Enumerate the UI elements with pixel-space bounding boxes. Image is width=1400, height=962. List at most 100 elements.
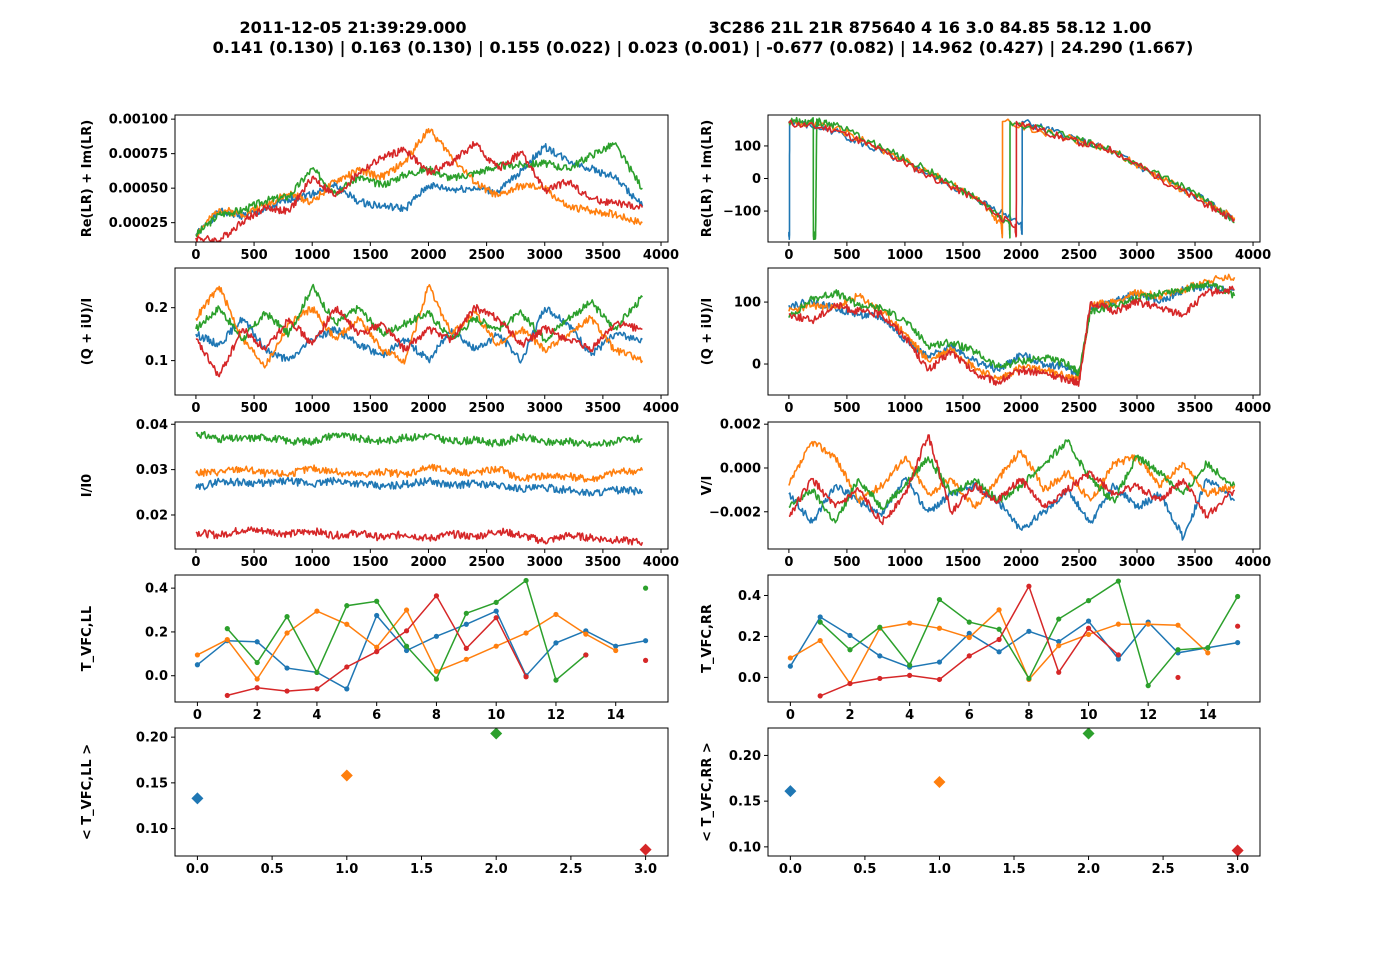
header-stats-line: 0.141 (0.130) | 0.163 (0.130) | 0.155 (0… (213, 38, 1194, 58)
y-axis-label: Re(LR) + Im(LR) (700, 120, 715, 238)
series-line (788, 280, 1236, 377)
x-tick-label: 500 (240, 555, 267, 570)
x-tick-label: 1000 (294, 248, 330, 263)
data-point (194, 662, 201, 668)
data-point (284, 630, 290, 636)
data-point (817, 693, 823, 699)
data-point (642, 638, 649, 644)
data-point (1115, 578, 1121, 584)
series-line (788, 119, 1236, 238)
data-point (1235, 623, 1241, 629)
x-tick-label: 8 (1024, 708, 1033, 723)
data-point (817, 619, 823, 625)
data-point (907, 620, 913, 626)
y-tick-label: 0.00100 (109, 113, 168, 128)
y-tick-label: 100 (734, 139, 761, 154)
x-tick-label: 2500 (469, 248, 505, 263)
data-point (1085, 618, 1092, 624)
x-tick-label: 6 (965, 708, 974, 723)
panel-re-im-ll: 0 500 1000 1500 2000 2500 3000 3500 4000 0.00025 0… (80, 113, 679, 263)
data-point (583, 631, 589, 637)
y-tick-label: 0.4 (738, 589, 761, 604)
data-point (403, 643, 410, 649)
y-tick-label: 0.04 (136, 418, 168, 433)
x-tick-label: 1500 (352, 555, 388, 570)
x-tick-label: 4000 (643, 555, 679, 570)
data-point (966, 619, 972, 625)
data-point (374, 644, 380, 650)
y-tick-label: 0.00075 (109, 147, 168, 162)
x-tick-label: 1.5 (410, 862, 433, 877)
x-tick-label: 0.0 (779, 862, 802, 877)
y-tick-label: 0.10 (136, 822, 168, 837)
x-tick-label: 2000 (410, 401, 446, 416)
y-tick-label: 0.15 (136, 776, 168, 791)
diamond-marker (1082, 728, 1095, 740)
series-line (195, 304, 643, 378)
y-tick-label: 0.03 (136, 463, 168, 478)
axes-frame (767, 267, 1261, 396)
y-tick-label: 0.002 (720, 418, 761, 433)
y-tick-label: 0.000 (720, 461, 761, 476)
axes-frame (174, 114, 669, 243)
data-point (966, 653, 972, 659)
y-axis-label: (Q + iU)/I (80, 298, 95, 365)
y-axis-label: T_VFC,LL (80, 606, 95, 671)
x-tick-label: 1.5 (1002, 862, 1025, 877)
data-point (936, 625, 943, 631)
series-line (195, 463, 644, 483)
x-tick-label: 3000 (527, 555, 563, 570)
y-axis-label: V/I (700, 476, 715, 496)
x-tick-label: 2000 (1003, 555, 1039, 570)
data-point (966, 630, 972, 636)
axes-frame (174, 727, 669, 857)
data-point (1235, 593, 1241, 600)
data-point (613, 643, 619, 649)
series-line (788, 439, 1236, 524)
x-tick-label: 2500 (469, 401, 505, 416)
diamond-marker (639, 843, 652, 856)
x-tick-label: 4000 (1235, 555, 1271, 570)
x-tick-label: 1000 (887, 555, 923, 570)
data-point (847, 647, 853, 653)
data-point (403, 628, 410, 634)
data-point (463, 621, 469, 627)
data-point (254, 685, 260, 691)
y-tick-label: 100 (734, 296, 761, 311)
series-line (195, 430, 643, 449)
data-point (1145, 683, 1151, 689)
data-point (1026, 628, 1032, 634)
x-tick-label: 6 (372, 708, 381, 723)
data-point (433, 633, 440, 639)
data-point (1115, 652, 1121, 658)
panel-v-over-i: 0 500 1000 1500 2000 2500 3000 3500 4000 −0.002 0.… (700, 418, 1271, 570)
y-tick-label: 0.10 (729, 840, 761, 855)
data-point (1056, 643, 1062, 649)
x-tick-label: 2500 (469, 555, 505, 570)
x-tick-label: 1000 (294, 401, 330, 416)
data-point (254, 659, 260, 666)
data-point (254, 676, 260, 682)
x-tick-label: 1500 (945, 401, 981, 416)
data-point (284, 665, 290, 671)
data-point (224, 692, 230, 699)
x-tick-label: 3.0 (1226, 862, 1249, 877)
data-point (344, 603, 350, 609)
x-tick-label: 3500 (585, 401, 621, 416)
diamond-marker (1231, 844, 1244, 856)
diamond-marker (490, 728, 503, 740)
data-point (433, 593, 440, 599)
y-tick-label: 0.0 (738, 671, 761, 686)
x-tick-label: 1500 (352, 401, 388, 416)
x-tick-label: 0.5 (853, 862, 876, 877)
data-point (936, 676, 943, 683)
x-tick-label: 0 (191, 401, 200, 416)
data-point (254, 639, 260, 645)
plot-area (788, 116, 1236, 241)
y-tick-label: 0.15 (729, 795, 761, 810)
y-axis-label: Re(LR) + Im(LR) (80, 120, 95, 238)
y-tick-label: 0.0 (145, 669, 168, 684)
x-tick-label: 500 (833, 248, 860, 263)
data-point (344, 686, 350, 692)
